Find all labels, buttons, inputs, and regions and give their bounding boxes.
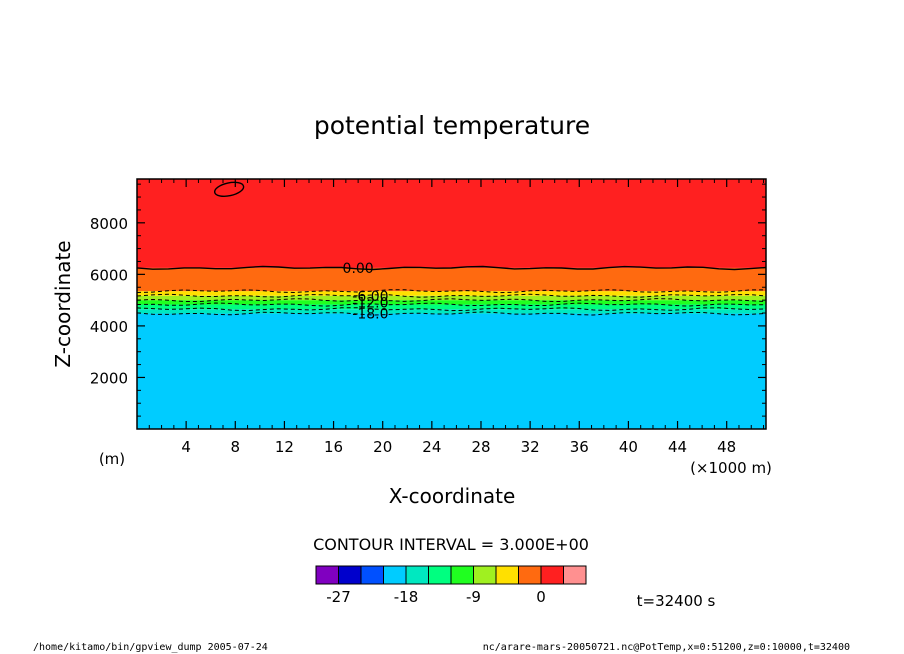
- contour-label: -18.0: [352, 307, 388, 323]
- colorbar: -27 -18 -9 0: [315, 565, 587, 606]
- chart-title: potential temperature: [314, 111, 590, 140]
- time-label: t=32400 s: [637, 592, 716, 610]
- colorbar-box: [450, 565, 474, 585]
- x-tick-label: 8: [231, 438, 241, 456]
- colorbar-box: [473, 565, 497, 585]
- colorbar-box: [495, 565, 519, 585]
- plot-frame: [136, 178, 767, 430]
- y-tick-label: 8000: [90, 215, 128, 233]
- x-tick-label: 20: [373, 438, 392, 456]
- x-axis-label: X-coordinate: [389, 484, 516, 508]
- y-tick-label: 2000: [90, 369, 128, 387]
- colorbar-label: -27: [326, 588, 351, 606]
- contour-fill-band: [137, 295, 766, 301]
- x-tick-label: 24: [422, 438, 441, 456]
- x-tick-label: 44: [668, 438, 687, 456]
- footer-right: nc/arare-mars-20050721.nc@PotTemp,x=0:51…: [483, 642, 850, 653]
- plot-area: 0.00-6.00-12.0-18.04 8 12 16 20 24 28 32 36 40 44 4…: [90, 178, 767, 456]
- contour-fill-band: [137, 313, 766, 429]
- contour-fill-band: [137, 309, 766, 314]
- x-tick-label: 16: [324, 438, 343, 456]
- colorbar-box: [540, 565, 564, 585]
- y-tick-label: 6000: [90, 266, 128, 284]
- colorbar-label: 0: [536, 588, 546, 606]
- x-tick-label: 48: [717, 438, 736, 456]
- contour-label: -6.00: [352, 289, 388, 305]
- contour-fill-band: [137, 267, 766, 292]
- contour-interval-text: CONTOUR INTERVAL = 3.000E+00: [313, 535, 589, 554]
- x-tick-label: 28: [471, 438, 490, 456]
- colorbar-box: [383, 565, 407, 585]
- x-tick-label: 12: [275, 438, 294, 456]
- y-unit-label: (m): [99, 450, 125, 468]
- footer-left: /home/kitamo/bin/gpview_dump 2005-07-24: [33, 642, 268, 653]
- x-tick-label: 36: [570, 438, 589, 456]
- closed-contour: [213, 181, 245, 198]
- contour-fill-band: [137, 179, 766, 268]
- colorbar-box: [428, 565, 452, 585]
- y-axis-label: Z-coordinate: [51, 240, 75, 367]
- x-unit-label: (×1000 m): [690, 459, 772, 477]
- x-tick-label: 4: [181, 438, 191, 456]
- contour-label: -12.0: [352, 296, 388, 312]
- colorbar-box: [360, 565, 384, 585]
- x-tick-label: 32: [521, 438, 540, 456]
- colorbar-box: [405, 565, 429, 585]
- colorbar-box: [315, 565, 339, 585]
- colorbar-label: -9: [466, 588, 481, 606]
- colorbar-label: -18: [394, 588, 419, 606]
- colorbar-box: [518, 565, 542, 585]
- x-tick-label: 40: [619, 438, 638, 456]
- contour-label: 0.00: [343, 261, 374, 277]
- contour-fill-band: [137, 291, 766, 296]
- colorbar-box: [338, 565, 362, 585]
- contour-fill-band: [137, 300, 766, 305]
- contour-line: [136, 265, 767, 271]
- colorbar-box: [563, 565, 587, 585]
- contour-fill-band: [137, 304, 766, 310]
- y-tick-label: 4000: [90, 318, 128, 336]
